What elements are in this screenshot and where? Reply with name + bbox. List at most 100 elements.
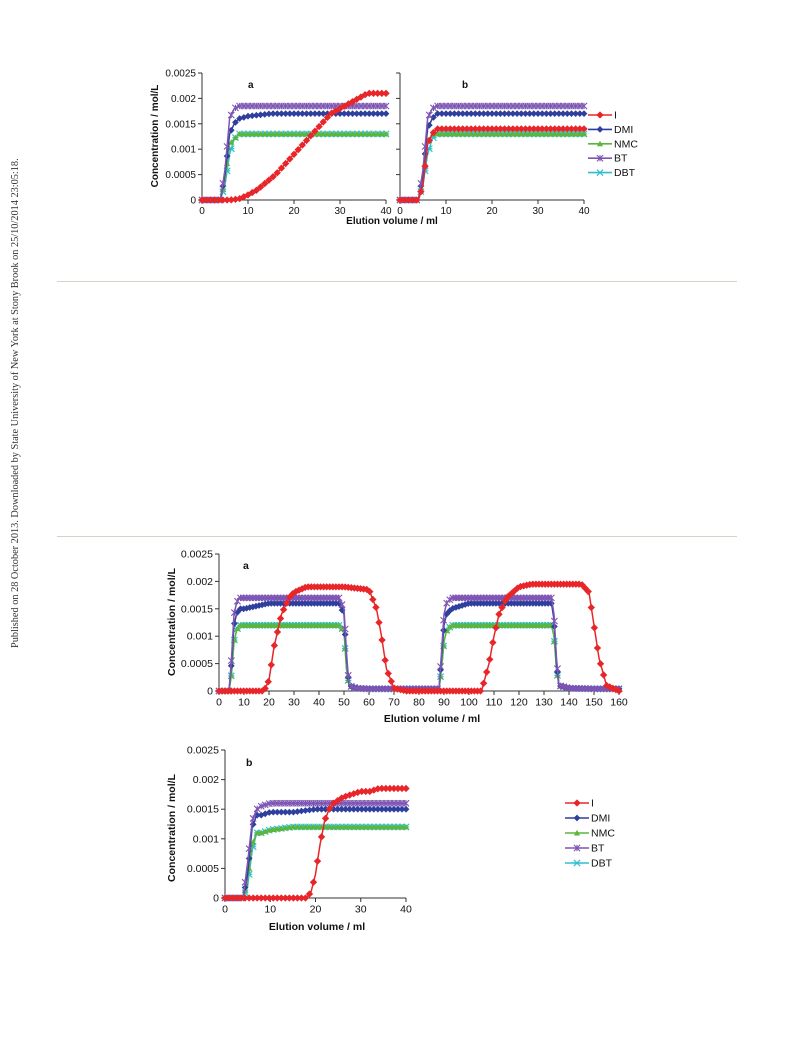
data-point-nmc (463, 130, 471, 137)
data-point-i (498, 603, 506, 612)
data-point-i (273, 894, 281, 902)
series-i (396, 125, 588, 204)
legend-item-i: I (588, 110, 617, 122)
data-point-nmc (378, 130, 385, 137)
legend-item-dbt: DBT (565, 858, 613, 870)
data-point-nmc (386, 823, 394, 830)
data-point-dmi (366, 805, 374, 813)
data-point-bt (526, 594, 534, 602)
x-tick-label: 30 (334, 206, 346, 217)
data-point-i (446, 125, 454, 133)
data-point-nmc (576, 130, 583, 137)
data-point-bt (470, 594, 478, 602)
data-point-i (283, 599, 291, 607)
data-point-i (202, 196, 210, 204)
data-point-bt (489, 594, 497, 602)
data-point-nmc (295, 130, 302, 137)
data-point-i (265, 894, 273, 902)
data-point-bt (320, 594, 328, 602)
x-tick-label: 40 (400, 904, 412, 916)
data-point-bt (230, 609, 238, 617)
data-point-i (305, 890, 314, 898)
data-point-bt (461, 594, 469, 602)
data-point-dmi (568, 110, 575, 118)
data-point-bt (584, 685, 592, 693)
data-point-dmi (572, 110, 580, 118)
data-point-dmi (517, 110, 525, 118)
data-point-bt (326, 594, 334, 602)
data-point-dmi (232, 119, 239, 126)
data-point-bt (513, 594, 521, 602)
data-point-dmi (492, 110, 500, 118)
legend-item-dmi: DMI (588, 124, 633, 136)
data-point-bt (317, 594, 325, 602)
data-point-dmi (269, 110, 277, 118)
data-point-dmi (471, 110, 479, 118)
data-point-dmi (576, 110, 584, 118)
data-point-nmc (299, 130, 306, 137)
data-point-nmc (346, 823, 353, 830)
x-axis-label: Elution volume / ml (269, 921, 365, 933)
data-point-i (425, 136, 433, 145)
data-point-i (281, 894, 290, 902)
legend-item-dbt: DBT (588, 167, 636, 179)
data-point-dmi (310, 806, 317, 813)
data-point-bt (382, 102, 390, 110)
data-point-dmi (378, 110, 386, 118)
data-point-bt (227, 657, 235, 665)
data-point-dmi (350, 805, 358, 813)
data-point-bt (581, 685, 589, 693)
legend-label-nmc: NMC (614, 138, 638, 150)
data-point-nmc (302, 823, 309, 830)
data-point-i (321, 814, 330, 823)
data-point-dmi (346, 805, 354, 813)
data-point-dmi (370, 805, 378, 813)
data-point-nmc (257, 130, 264, 137)
x-tick-label: 0 (216, 697, 222, 709)
data-point-dmi (390, 805, 398, 813)
data-point-i (475, 125, 484, 133)
legend-marker-nmc (596, 140, 604, 147)
data-point-i (596, 660, 605, 668)
data-point-nmc (254, 829, 261, 836)
data-point-bt (455, 594, 463, 602)
data-point-bt (473, 594, 481, 602)
data-point-nmc (358, 823, 365, 830)
data-point-dmi (402, 805, 410, 813)
data-point-nmc (539, 130, 546, 137)
data-point-nmc (349, 130, 356, 137)
data-point-dmi (551, 110, 559, 118)
data-point-i (483, 668, 491, 676)
data-point-nmc (580, 130, 588, 137)
x-tick-label: 10 (238, 697, 250, 709)
y-tick-label: 0.0025 (165, 69, 196, 80)
legend-label-dmi: DMI (614, 124, 633, 136)
data-point-i (530, 125, 538, 133)
data-point-nmc (534, 130, 542, 137)
data-point-bt (483, 594, 491, 602)
data-point-i (396, 196, 404, 204)
data-point-i (576, 125, 584, 133)
series-dmi (215, 599, 623, 695)
data-point-dmi (374, 805, 382, 813)
data-point-i (505, 125, 513, 133)
data-point-dmi (442, 110, 450, 118)
panel-label: a (248, 80, 254, 91)
data-point-nmc (370, 823, 377, 830)
data-point-dmi (357, 110, 365, 118)
data-point-nmc (261, 130, 268, 137)
data-point-dmi (294, 110, 302, 118)
data-point-dmi (463, 110, 471, 118)
data-point-i (215, 196, 223, 204)
data-point-i (267, 661, 275, 669)
data-point-i (384, 669, 392, 678)
data-point-i (580, 125, 588, 133)
data-point-bt (252, 594, 260, 602)
data-point-nmc (484, 130, 491, 137)
data-point-dmi (484, 110, 492, 118)
data-point-nmc (366, 130, 373, 137)
data-point-bt (569, 684, 577, 692)
data-point-i (546, 125, 555, 133)
y-tick-label: 0.0005 (165, 170, 196, 181)
data-point-bt (467, 594, 475, 602)
